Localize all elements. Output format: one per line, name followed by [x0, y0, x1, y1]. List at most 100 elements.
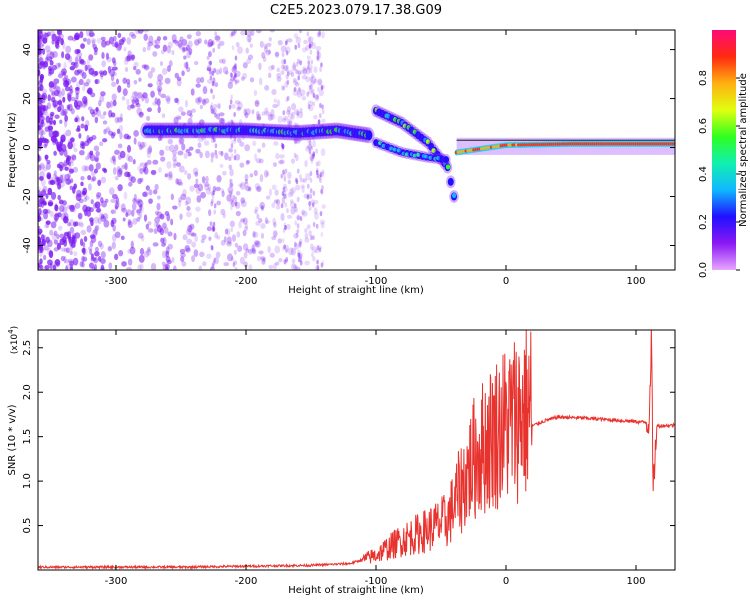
noise-dot — [172, 154, 177, 162]
noise-dot — [38, 124, 41, 130]
noise-dot — [234, 55, 238, 61]
noise-dot — [65, 265, 69, 270]
noise-dot — [165, 266, 169, 270]
noise-dot — [210, 201, 214, 207]
noise-dot — [126, 153, 131, 162]
noise-dot — [47, 200, 54, 207]
snr-scale-factor: (x104) — [7, 326, 20, 354]
noise-dot — [307, 60, 311, 66]
noise-dot — [157, 195, 161, 200]
noise-dot — [310, 41, 314, 47]
noise-dot — [38, 124, 43, 131]
noise-dot — [122, 77, 128, 84]
noise-dot — [74, 221, 79, 227]
noise-dot — [306, 31, 310, 37]
noise-dot — [146, 45, 151, 51]
noise-dot — [178, 43, 184, 50]
noise-dot — [161, 113, 166, 119]
noise-dot — [161, 242, 166, 247]
noise-dot — [67, 172, 72, 180]
noise-dot — [202, 86, 208, 95]
noise-dot — [78, 132, 82, 139]
noise-dot — [126, 55, 132, 62]
noise-dot — [65, 45, 72, 54]
noise-dot — [75, 92, 79, 100]
noise-dot — [254, 100, 260, 108]
noise-dot — [306, 144, 313, 150]
noise-dot — [238, 220, 242, 229]
noise-dot — [295, 266, 298, 270]
noise-dot — [112, 66, 118, 71]
noise-dot — [227, 81, 233, 89]
noise-dot — [81, 103, 86, 108]
noise-dot — [290, 72, 295, 78]
noise-dot — [121, 95, 126, 101]
noise-dot — [290, 158, 296, 164]
noise-dot — [299, 69, 304, 75]
colorbar-label: Normalized spectral amplitude — [738, 73, 749, 227]
noise-dot — [152, 101, 158, 106]
noise-dot — [85, 206, 92, 212]
noise-dot — [187, 117, 193, 125]
noise-dot — [178, 199, 182, 208]
noise-dot — [174, 72, 179, 79]
noise-dot — [95, 194, 101, 200]
noise-dot — [284, 80, 289, 88]
noise-dot — [273, 141, 279, 146]
noise-dot — [296, 90, 300, 96]
noise-dot — [229, 220, 235, 228]
noise-dot — [220, 150, 224, 157]
noise-dot — [221, 190, 225, 198]
noise-dot — [210, 102, 214, 108]
noise-dot — [88, 136, 94, 142]
noise-dot — [277, 40, 283, 46]
noise-dot — [295, 232, 299, 238]
noise-dot — [164, 211, 170, 216]
colorbar-tick-label: 0.8 — [698, 70, 709, 86]
noise-dot — [295, 184, 301, 191]
noise-dot — [272, 229, 278, 238]
noise-dot — [271, 88, 277, 96]
noise-dot — [308, 105, 314, 112]
noise-dot — [211, 263, 215, 269]
noise-dot — [182, 234, 188, 241]
noise-dot — [268, 37, 272, 42]
noise-dot — [264, 110, 270, 117]
noise-dot — [296, 168, 300, 174]
noise-dot — [320, 189, 324, 195]
noise-dot — [284, 244, 289, 253]
noise-dot — [94, 116, 99, 124]
noise-dot — [299, 89, 306, 97]
noise-dot — [184, 201, 189, 206]
noise-dot — [56, 177, 60, 186]
noise-dot — [66, 231, 72, 239]
noise-dot — [218, 150, 223, 155]
noise-dot — [74, 56, 79, 65]
lower_branch-core — [428, 155, 433, 160]
noise-dot — [224, 228, 229, 235]
noise-dot — [281, 238, 285, 244]
noise-dot — [63, 255, 67, 264]
noise-dot — [154, 39, 161, 45]
noise-dot — [283, 190, 287, 196]
noise-dot — [60, 137, 66, 143]
noise-dot — [278, 258, 283, 263]
noise-dot — [96, 192, 102, 198]
noise-dot — [309, 49, 313, 55]
noise-dot — [159, 61, 163, 67]
noise-dot — [142, 166, 147, 173]
noise-dot — [286, 119, 291, 126]
noise-dot — [185, 247, 191, 253]
noise-dot — [228, 78, 234, 84]
noise-dot — [317, 160, 321, 167]
noise-dot — [100, 251, 106, 259]
noise-dot — [162, 222, 167, 229]
noise-dot — [130, 54, 136, 60]
noise-dot — [112, 71, 118, 77]
noise-dot — [114, 116, 120, 124]
noise-dot — [205, 187, 211, 195]
noise-dot — [135, 68, 141, 75]
noise-dot — [291, 64, 297, 72]
noise-dot — [51, 64, 58, 71]
noise-dot — [62, 96, 66, 103]
